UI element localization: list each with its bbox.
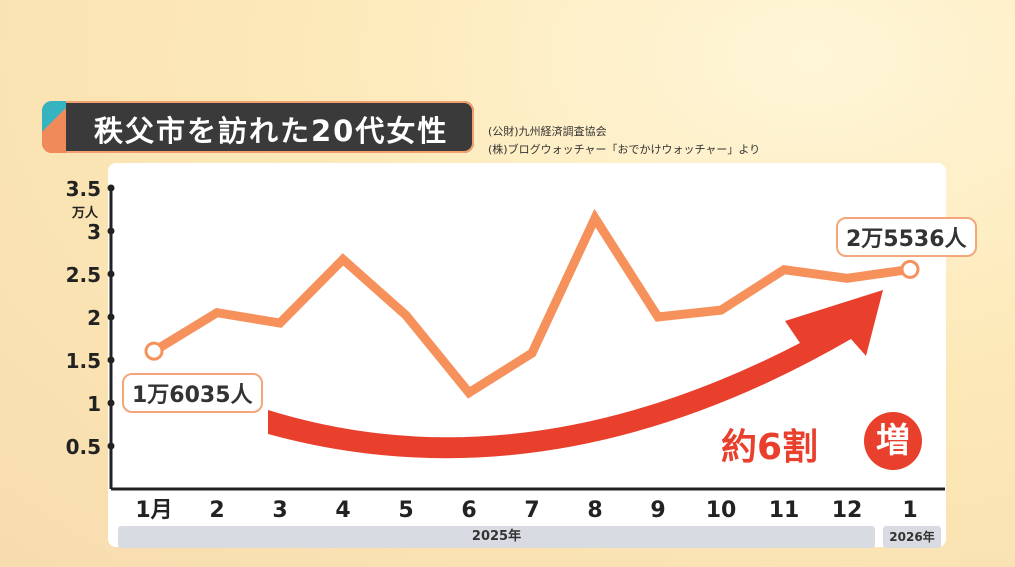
chart-title-box: 秩父市を訪れた20代女性 bbox=[42, 101, 474, 153]
x-tick-label: 1月 bbox=[135, 498, 172, 523]
x-tick-label: 9 bbox=[650, 498, 665, 523]
x-tick-label: 8 bbox=[587, 498, 602, 523]
x-tick-label: 5 bbox=[398, 498, 413, 523]
increase-badge: 増 bbox=[864, 412, 922, 470]
y-tick-mark bbox=[107, 313, 115, 321]
y-tick-label: 2.5 bbox=[66, 263, 101, 287]
title-accent-shape bbox=[42, 101, 66, 153]
start-value-callout: 1万6035人 bbox=[122, 373, 263, 413]
series-line bbox=[149, 208, 915, 399]
x-tick-label: 4 bbox=[335, 498, 350, 523]
y-tick-mark bbox=[107, 442, 115, 450]
y-tick-mark bbox=[107, 399, 115, 407]
x-tick-label: 12 bbox=[832, 498, 863, 523]
y-tick-mark bbox=[107, 227, 115, 235]
end-value-callout: 2万5536人 bbox=[836, 217, 977, 257]
y-tick-label: 3.5 bbox=[66, 177, 101, 201]
y-tick-label: 0.5 bbox=[66, 435, 101, 459]
trend-arrow bbox=[268, 290, 883, 459]
x-tick-label: 6 bbox=[461, 498, 476, 523]
x-tick-label: 7 bbox=[524, 498, 539, 523]
x-tick-label: 10 bbox=[706, 498, 737, 523]
x-tick-label: 2 bbox=[209, 498, 224, 523]
chart-title: 秩父市を訪れた20代女性 bbox=[94, 114, 449, 148]
y-tick-label: 3 bbox=[87, 220, 101, 244]
year-label-2025: 2025年 bbox=[118, 526, 875, 548]
increase-label: 約6割 bbox=[721, 427, 819, 468]
y-tick-mark bbox=[107, 356, 115, 364]
y-tick-mark bbox=[107, 184, 115, 192]
year-label-2026: 2026年 bbox=[883, 526, 941, 548]
y-tick-label: 1 bbox=[87, 392, 101, 416]
endpoint-marker bbox=[144, 341, 164, 361]
y-tick-label: 1.5 bbox=[66, 349, 101, 373]
source-line-1: (公財)九州経済調査協会 bbox=[488, 125, 607, 138]
y-tick-mark bbox=[107, 270, 115, 278]
endpoint-marker bbox=[900, 259, 920, 279]
source-line-2: (株)ブログウォッチャー「おでかけウォッチャー」より bbox=[488, 143, 761, 156]
x-tick-label: 1 bbox=[902, 498, 917, 523]
x-tick-label: 11 bbox=[769, 498, 800, 523]
x-tick-label: 3 bbox=[272, 498, 287, 523]
y-tick-label: 2 bbox=[87, 306, 101, 330]
y-unit-label: 万人 bbox=[71, 205, 99, 221]
